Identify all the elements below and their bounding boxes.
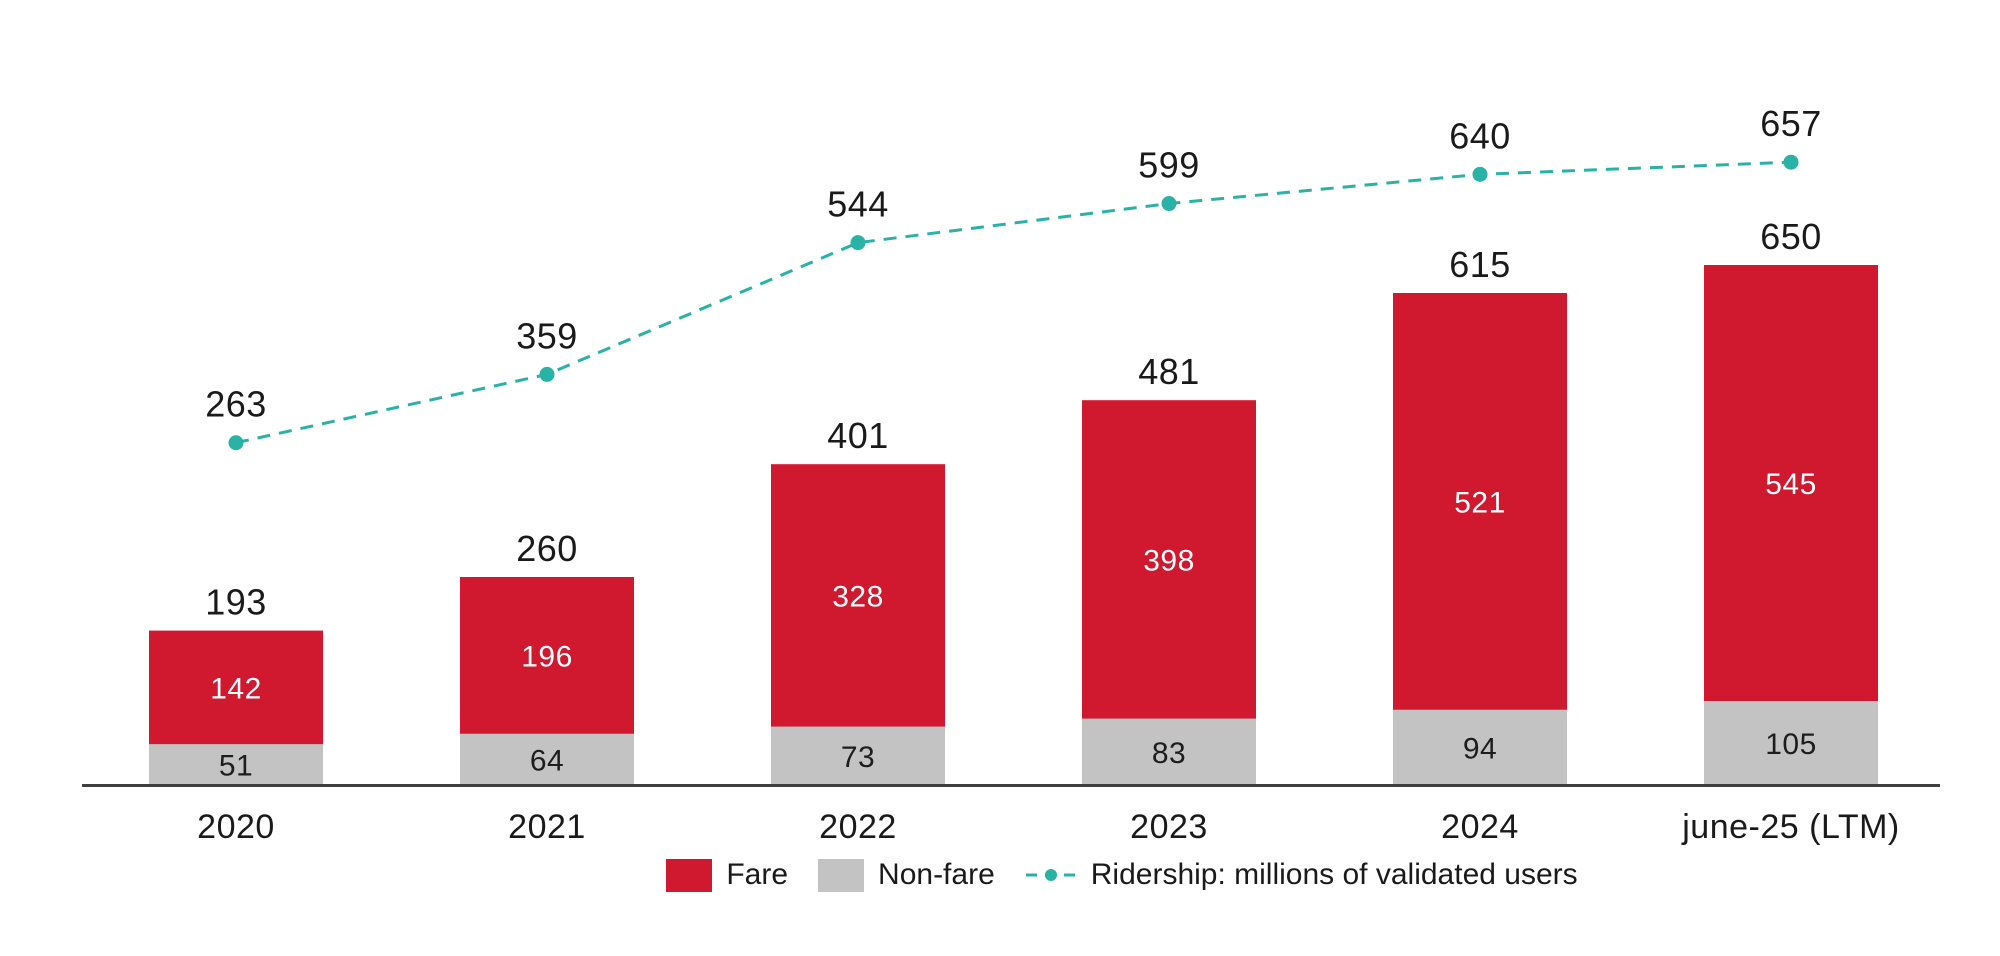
x-axis-label-2024: 2024 [1441,808,1519,846]
legend-swatch-non-fare [818,858,865,892]
fare-value-label-2021: 196 [521,640,573,673]
bar-fare-2020 [149,630,323,745]
ridership-value-label-2023: 599 [1138,145,1200,186]
fare-value-label-june-25-ltm: 545 [1765,468,1817,501]
total-label-june-25-ltm: 650 [1760,216,1822,257]
bar-fare-june-25-ltm [1704,265,1878,701]
ridership-point-2020 [228,435,244,451]
ridership-point-2022 [850,235,866,251]
ridership-value-label-2021: 359 [516,315,578,356]
ridership-point-2021 [539,366,555,382]
x-axis-label-2020: 2020 [197,808,275,846]
legend-label-fare: Fare [726,858,789,891]
legend-label-ridership: Ridership: millions of validated users [1090,858,1578,891]
fare-value-label-2023: 398 [1143,544,1195,577]
total-label-2023: 481 [1138,351,1200,392]
x-axis-label-2021: 2021 [508,808,586,846]
x-axis-label-2022: 2022 [819,808,897,846]
total-label-2021: 260 [516,528,578,569]
x-axis-label-june-25-ltm: june-25 (LTM) [1681,808,1900,846]
bar-non-fare-2020 [149,744,323,785]
legend-item-ridership: Ridership: millions of validated users [1025,858,1578,892]
ridership-point-2023 [1161,196,1177,212]
bar-fare-2024 [1393,293,1567,710]
bar-fare-2021 [460,577,634,734]
legend-item-fare: Fare [666,858,788,892]
legend-label-non-fare: Non-fare [878,858,995,891]
non-fare-value-label-june-25-ltm: 105 [1765,728,1817,761]
bar-non-fare-2021 [460,733,634,785]
ridership-point-june-25-ltm [1783,154,1799,170]
non-fare-value-label-2020: 51 [219,750,253,783]
bar-non-fare-2023 [1082,718,1256,785]
fare-value-label-2020: 142 [210,672,262,705]
legend-item-non-fare: Non-fare [818,858,995,892]
ridership-value-label-2024: 640 [1449,115,1511,156]
chart-legend: Fare Non-fare Ridership: millions of valid… [122,858,2000,892]
ridership-value-label-2022: 544 [827,184,889,225]
ridership-value-label-june-25-ltm: 657 [1760,103,1822,144]
bar-non-fare-2024 [1393,709,1567,785]
fare-value-label-2022: 328 [832,580,884,613]
bar-fare-2022 [771,464,945,727]
non-fare-value-label-2021: 64 [530,744,564,777]
legend-swatch-fare [666,858,713,892]
total-label-2020: 193 [205,582,267,623]
legend-dot-ridership [1044,869,1057,881]
bar-fare-2023 [1082,400,1256,719]
non-fare-value-label-2023: 83 [1152,737,1186,770]
ridership-point-2024 [1472,166,1488,182]
total-label-2022: 401 [827,415,889,456]
ridership-line [235,160,1792,445]
non-fare-value-label-2022: 73 [841,741,875,774]
x-axis-label-2023: 2023 [1130,808,1208,846]
bar-non-fare-2022 [771,726,945,785]
non-fare-value-label-2024: 94 [1463,732,1497,765]
fare-value-label-2024: 521 [1454,486,1506,519]
legend-line-marker-ridership [1025,869,1076,881]
ridership-value-label-2020: 263 [205,384,267,425]
bar-non-fare-june-25-ltm [1704,701,1878,785]
total-label-2024: 615 [1449,244,1511,285]
